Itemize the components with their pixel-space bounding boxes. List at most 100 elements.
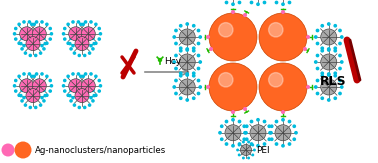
Circle shape [15, 79, 17, 82]
Circle shape [321, 47, 324, 49]
Circle shape [46, 75, 48, 77]
Circle shape [225, 125, 241, 141]
Circle shape [75, 85, 77, 87]
Circle shape [76, 27, 79, 30]
Circle shape [316, 29, 319, 32]
Circle shape [232, 111, 234, 113]
Circle shape [197, 79, 200, 82]
Circle shape [209, 13, 257, 61]
Circle shape [76, 79, 79, 82]
Circle shape [67, 94, 69, 96]
Circle shape [69, 79, 83, 93]
Circle shape [33, 94, 36, 96]
Circle shape [85, 44, 87, 47]
Circle shape [328, 48, 330, 50]
Circle shape [49, 27, 51, 30]
Circle shape [293, 138, 296, 141]
Circle shape [238, 120, 241, 123]
Circle shape [243, 141, 244, 143]
Circle shape [84, 83, 86, 85]
Circle shape [92, 89, 94, 91]
Circle shape [173, 36, 175, 38]
Circle shape [23, 73, 25, 75]
Circle shape [80, 23, 82, 25]
Circle shape [18, 23, 20, 25]
Circle shape [186, 74, 188, 76]
Circle shape [254, 149, 255, 151]
Circle shape [158, 59, 161, 61]
Circle shape [232, 119, 234, 121]
Circle shape [269, 73, 283, 87]
Circle shape [35, 106, 37, 109]
Circle shape [314, 61, 317, 63]
Circle shape [175, 42, 177, 45]
Circle shape [37, 27, 39, 30]
Circle shape [15, 90, 17, 92]
Circle shape [76, 90, 79, 92]
Circle shape [32, 27, 46, 41]
Circle shape [186, 49, 188, 51]
Circle shape [67, 23, 69, 25]
Circle shape [36, 44, 38, 47]
Circle shape [87, 85, 89, 87]
Circle shape [26, 85, 28, 87]
Circle shape [209, 63, 257, 111]
Circle shape [23, 21, 25, 23]
Circle shape [275, 125, 291, 141]
Circle shape [295, 132, 297, 134]
Circle shape [50, 85, 53, 87]
Circle shape [257, 145, 259, 147]
Circle shape [92, 37, 94, 39]
Circle shape [225, 120, 228, 123]
Circle shape [49, 38, 51, 40]
Circle shape [197, 67, 200, 70]
Circle shape [33, 23, 36, 25]
Text: Ag-nanoclusters/nanoparticles: Ag-nanoclusters/nanoparticles [35, 146, 166, 155]
Circle shape [76, 38, 79, 40]
Circle shape [88, 85, 91, 87]
Circle shape [90, 44, 92, 47]
Circle shape [67, 42, 69, 44]
Circle shape [93, 95, 95, 97]
Circle shape [14, 85, 15, 87]
Circle shape [282, 119, 284, 121]
Circle shape [28, 73, 31, 75]
Circle shape [263, 143, 266, 145]
Circle shape [316, 67, 319, 70]
Circle shape [21, 37, 23, 39]
Circle shape [341, 61, 343, 63]
Circle shape [20, 27, 34, 41]
Circle shape [179, 79, 195, 95]
Circle shape [221, 125, 223, 127]
Circle shape [248, 157, 249, 159]
Circle shape [282, 111, 284, 113]
Circle shape [271, 138, 273, 141]
Circle shape [199, 86, 201, 88]
Circle shape [98, 27, 100, 30]
Circle shape [321, 54, 337, 70]
Circle shape [179, 54, 195, 70]
Circle shape [180, 72, 182, 74]
Circle shape [85, 79, 88, 82]
Circle shape [98, 90, 100, 92]
Circle shape [304, 48, 306, 50]
Circle shape [328, 49, 330, 51]
Circle shape [39, 52, 42, 54]
Circle shape [26, 89, 40, 103]
Circle shape [237, 149, 239, 151]
Circle shape [328, 23, 330, 25]
Circle shape [314, 86, 317, 88]
Circle shape [26, 33, 28, 35]
Text: RLS: RLS [320, 75, 347, 88]
Circle shape [35, 31, 37, 33]
Circle shape [221, 138, 223, 141]
Circle shape [33, 75, 36, 77]
Circle shape [219, 132, 221, 134]
Circle shape [75, 33, 77, 35]
Circle shape [93, 43, 95, 45]
Text: PEI: PEI [256, 146, 270, 155]
Circle shape [250, 125, 266, 141]
Circle shape [175, 67, 177, 70]
Circle shape [192, 97, 195, 99]
Circle shape [321, 75, 324, 77]
